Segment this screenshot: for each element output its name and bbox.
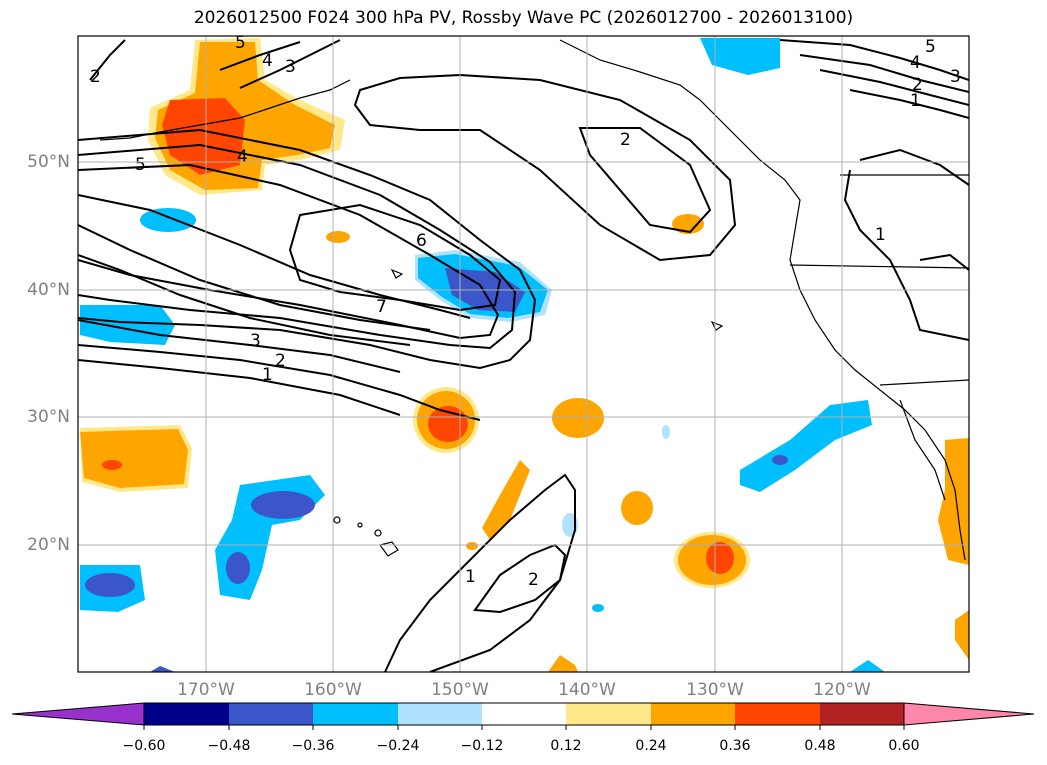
lat-label-50n: 50°N [27,152,70,172]
colorbar-tick: 0.60 [888,738,920,754]
lon-label-120w: 120°W [813,680,871,700]
colorbar-swatch [820,703,904,725]
colorbar-swatch [651,703,735,725]
contour-label: 2 [528,570,539,590]
lat-label-20n: 20°N [27,535,70,555]
lat-label-40n: 40°N [27,280,70,300]
contour-label: 1 [910,91,921,111]
contour-label: 1 [262,365,273,385]
contour-labels: 2 3 4 5 5 4 6 7 3 2 1 2 5 4 3 2 1 1 2 1 [90,33,961,590]
lat-label-30n: 30°N [27,407,70,427]
map-title: 2026012500 F024 300 hPa PV, Rossby Wave … [193,8,854,28]
colorbar-tick: −0.48 [207,738,251,754]
contour-label: 2 [90,67,101,87]
colorbar-swatch [482,703,566,725]
contour-label: 2 [275,351,286,371]
contour-label: 3 [285,57,296,77]
contour-label: 4 [237,147,248,167]
colorbar-swatch [735,703,820,725]
colorbar-tick: 0.36 [719,738,751,754]
contour-label: 1 [875,225,886,245]
colorbar-tick: −0.24 [376,738,420,754]
contour-label: 5 [135,155,146,175]
lon-label-170w: 170°W [177,680,235,700]
contour-label: 6 [416,231,427,251]
lon-label-160w: 160°W [304,680,362,700]
colorbar-extend-max [903,702,1035,726]
pv-contours [78,39,969,672]
colorbar-tick: −0.36 [291,738,335,754]
lon-label-130w: 130°W [686,680,744,700]
contour-label: 4 [262,51,273,71]
contour-label: 5 [235,33,246,53]
contour-label: 5 [925,37,936,57]
contour-label: 3 [250,331,261,351]
colorbar-tick: 0.24 [635,738,667,754]
contour-label: 4 [910,53,921,73]
colorbar-swatch [566,703,651,725]
contour-label: 7 [376,297,387,317]
map-frame [77,35,970,673]
lon-label-150w: 150°W [431,680,489,700]
colorbar-swatch [144,703,229,725]
colorbar-swatch [229,703,313,725]
contour-label: 2 [620,130,631,150]
colorbar [11,702,1035,730]
map-plot-area: 2 3 4 5 5 4 6 7 3 2 1 2 5 4 3 2 1 1 2 1 [78,33,969,672]
contour-label: 3 [950,67,961,87]
contour-label: 1 [465,567,476,587]
contour-label: 2 [912,75,923,95]
coastlines [99,39,969,561]
colorbar-swatch [398,703,482,725]
colorbar-tick: 0.48 [804,738,836,754]
colorbar-tick: 0.12 [550,738,582,754]
colorbar-tick: −0.60 [122,738,166,754]
colorbar-tick: −0.12 [460,738,504,754]
colorbar-extend-min [11,702,145,726]
lon-label-140w: 140°W [558,680,616,700]
graticule [78,36,969,672]
colorbar-swatch [313,703,398,725]
